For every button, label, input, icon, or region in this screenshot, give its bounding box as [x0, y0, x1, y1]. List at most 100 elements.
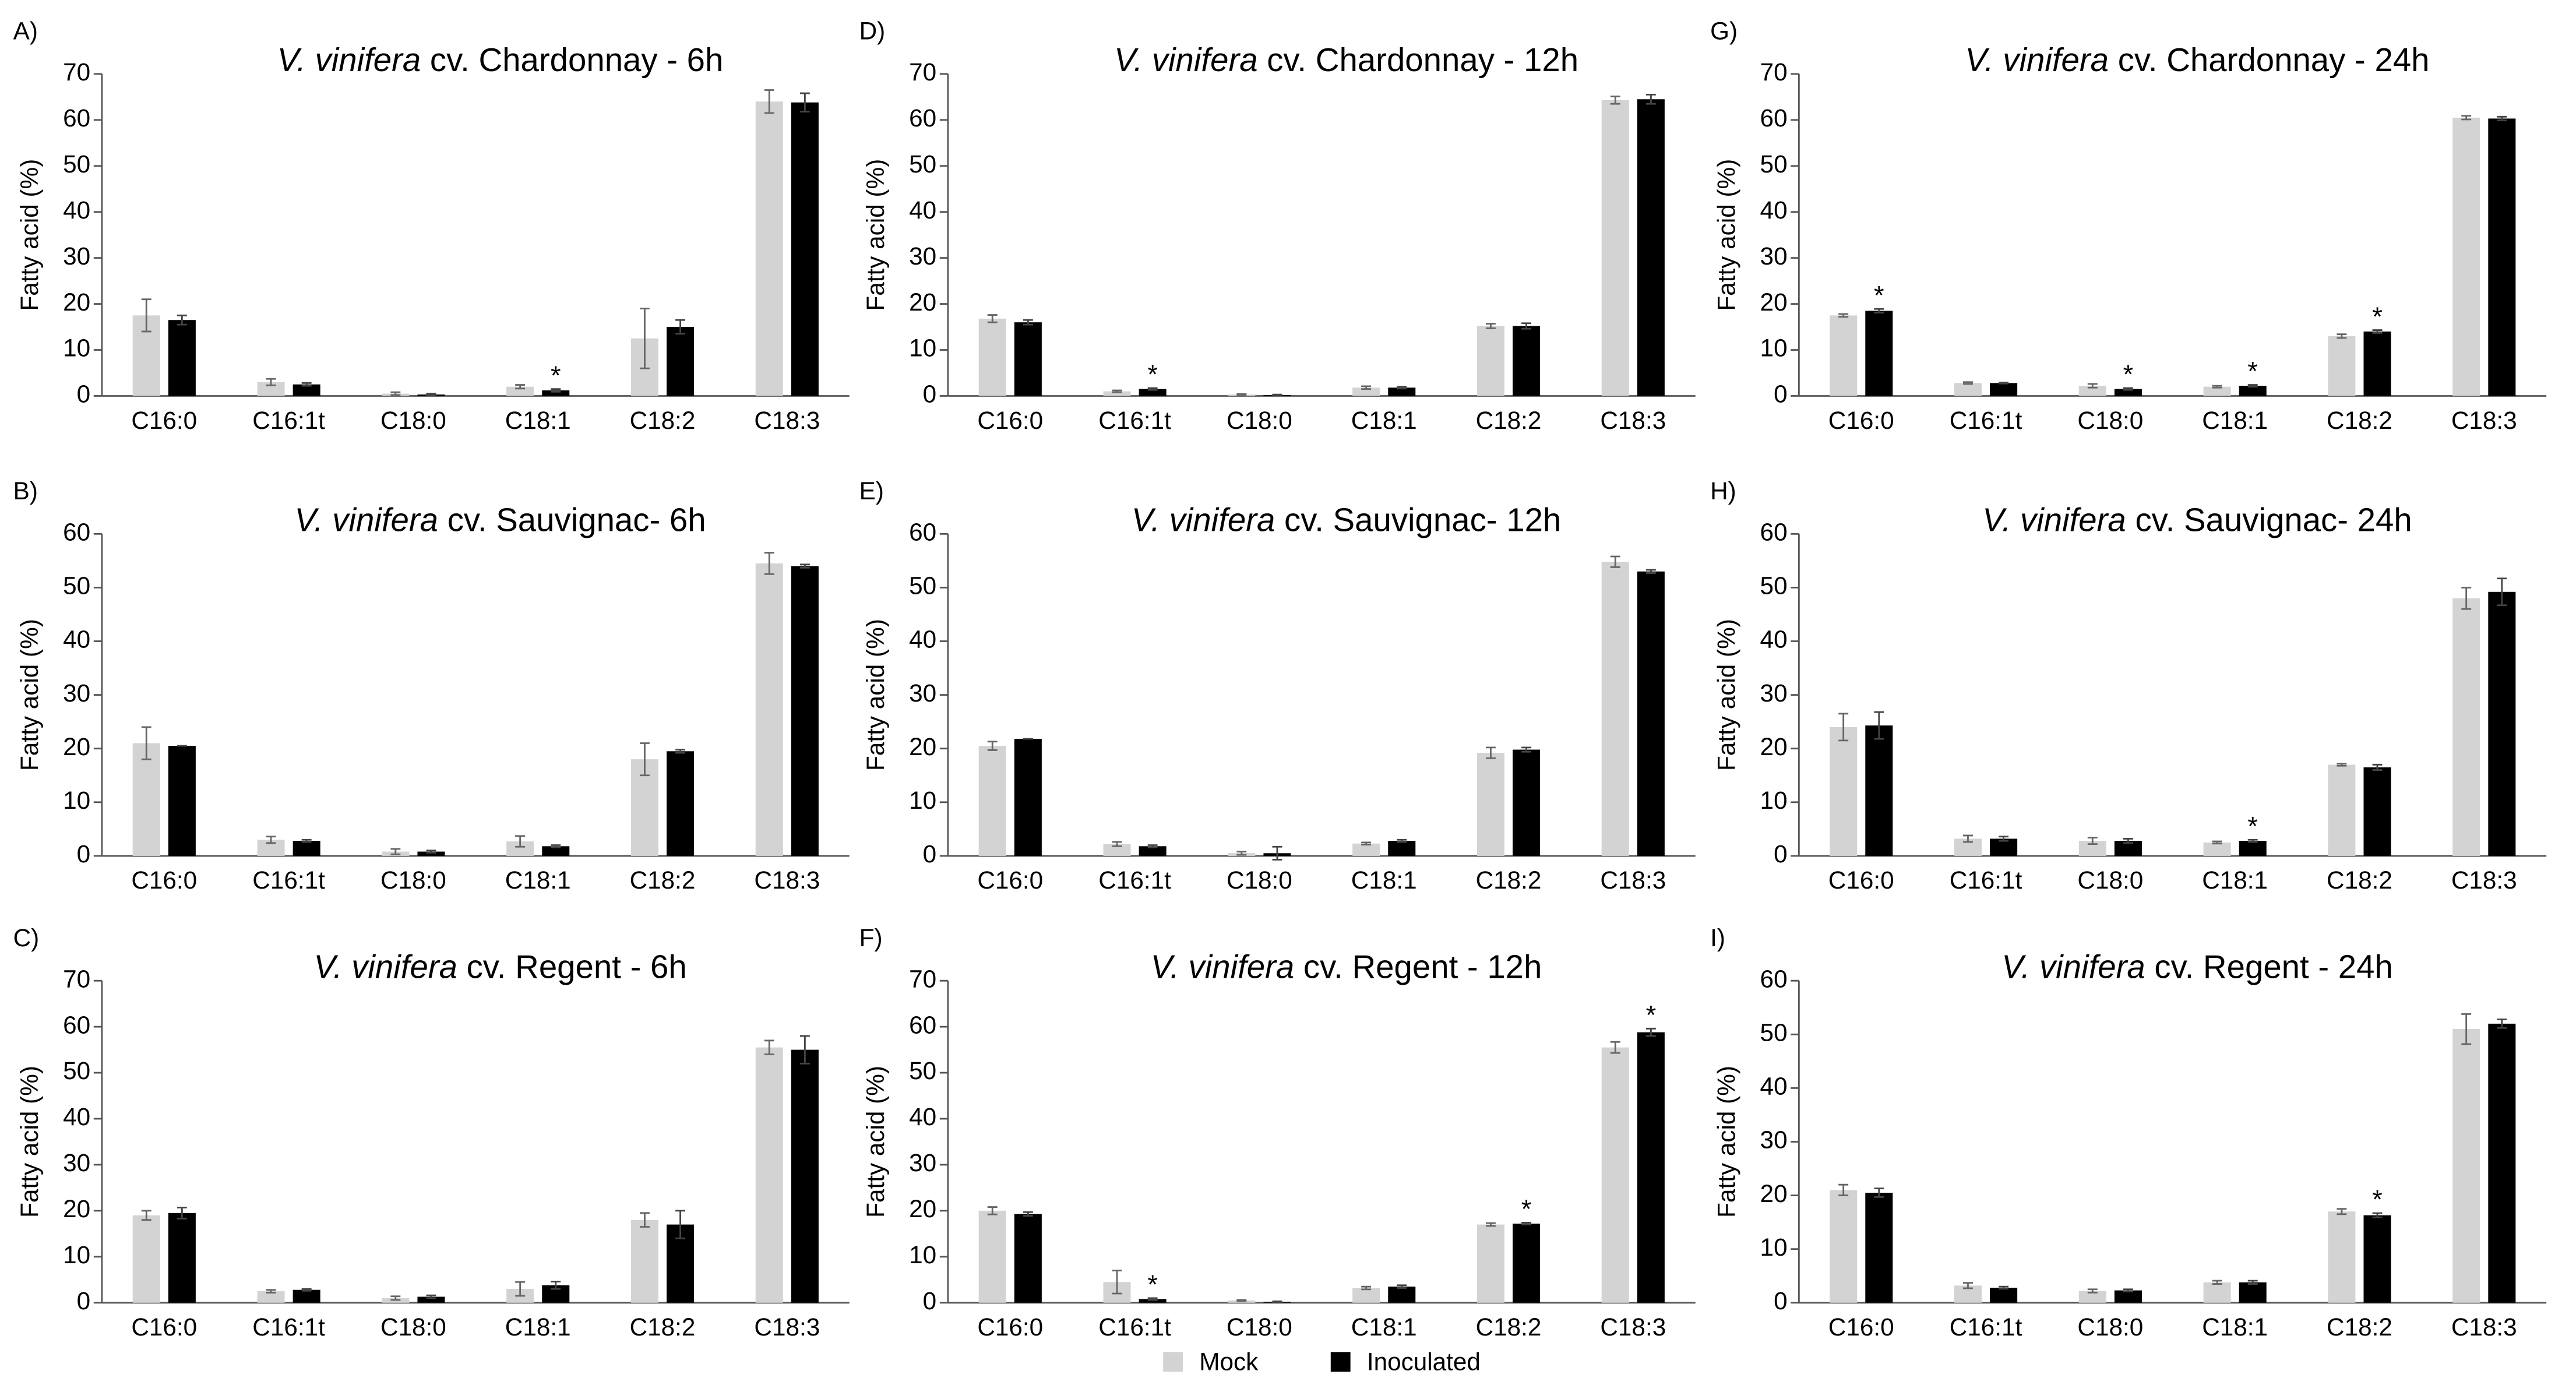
panel: A) V. vinifera cv. Chardonnay - 6h Fatty a…	[13, 17, 850, 434]
significance-mark: *	[1521, 1194, 1532, 1224]
legend-swatch	[1330, 1352, 1351, 1372]
x-tick-label: C18:1	[1351, 1313, 1417, 1341]
x-tick-label: C18:2	[2327, 407, 2392, 434]
bar	[1865, 311, 1893, 396]
y-tick-label: 60	[63, 1011, 90, 1038]
bar	[293, 1289, 320, 1303]
y-tick-label: 50	[1760, 1019, 1788, 1046]
bar	[2363, 1215, 2391, 1303]
y-tick-label: 30	[1760, 679, 1788, 707]
y-tick-label: 30	[63, 242, 90, 270]
y-tick-label: 50	[909, 1057, 936, 1084]
x-tick-label: C18:3	[1600, 1313, 1666, 1341]
bar	[2114, 1290, 2142, 1303]
bar	[2078, 1291, 2106, 1303]
significance-mark: *	[1147, 360, 1158, 389]
panel: I) V. vinifera cv. Regent - 24h Fatty acid…	[1710, 924, 2547, 1341]
bar	[2239, 841, 2267, 856]
x-tick-label: C18:2	[630, 866, 696, 894]
significance-mark: *	[2247, 357, 2258, 386]
y-tick-label: 50	[63, 1057, 90, 1084]
title-text: cv. Chardonnay - 24h	[2109, 41, 2429, 78]
bar	[1513, 1224, 1541, 1303]
y-tick-label: 20	[909, 733, 936, 760]
y-tick-label: 30	[1760, 1126, 1788, 1154]
bar	[1954, 383, 1982, 396]
bar	[755, 101, 783, 396]
panel: G) V. vinifera cv. Chardonnay - 24h Fatty …	[1710, 17, 2547, 434]
y-tick-label: 0	[77, 1287, 91, 1315]
bar	[1830, 315, 1858, 396]
y-tick-label: 30	[909, 242, 936, 270]
x-tick-label: C16:0	[131, 866, 197, 894]
bar	[1388, 1287, 1416, 1303]
y-tick-label: 40	[909, 1103, 936, 1130]
bar	[1352, 843, 1380, 856]
bar	[293, 384, 320, 396]
y-tick-label: 60	[1760, 965, 1788, 992]
title-species: V. vinifera	[1114, 41, 1257, 78]
bar	[417, 851, 445, 856]
x-tick-label: C18:3	[2451, 407, 2517, 434]
x-tick-label: C18:3	[2451, 1313, 2517, 1341]
y-tick-label: 50	[1760, 150, 1788, 178]
chart-title: V. vinifera cv. Chardonnay - 24h	[1965, 41, 2430, 78]
y-tick-label: 10	[909, 334, 936, 362]
title-text: cv. Sauvignac- 24h	[2126, 501, 2412, 538]
y-tick-label: 20	[1760, 288, 1788, 316]
x-tick-label: C16:0	[131, 1313, 197, 1341]
x-tick-label: C18:1	[505, 1313, 571, 1341]
y-tick-label: 30	[63, 1149, 90, 1176]
y-tick-label: 40	[1760, 1073, 1788, 1100]
x-tick-label: C16:1t	[252, 1313, 325, 1341]
bar	[2452, 117, 2480, 396]
y-tick-label: 20	[909, 288, 936, 316]
bar	[1601, 1047, 1629, 1303]
x-tick-label: C16:1t	[252, 407, 325, 434]
y-axis-label: Fatty acid (%)	[16, 619, 43, 771]
y-tick-label: 0	[1774, 840, 1788, 868]
bar	[1637, 1032, 1665, 1303]
x-tick-label: C18:3	[754, 866, 820, 894]
bar	[978, 1210, 1006, 1303]
bar	[978, 318, 1006, 396]
bar	[1476, 753, 1504, 856]
bar	[1476, 326, 1504, 396]
x-tick-label: C16:1t	[1098, 407, 1171, 434]
bar	[791, 102, 819, 396]
x-tick-label: C18:0	[2077, 866, 2143, 894]
panel: E) V. vinifera cv. Sauvignac- 12h Fatty ac…	[859, 477, 1696, 894]
y-tick-label: 20	[63, 733, 90, 760]
x-tick-label: C18:1	[1351, 866, 1417, 894]
y-tick-label: 50	[63, 572, 90, 600]
x-tick-label: C18:3	[1600, 407, 1666, 434]
x-tick-label: C16:0	[977, 407, 1043, 434]
x-tick-label: C18:2	[630, 1313, 696, 1341]
x-tick-label: C16:1t	[1098, 1313, 1171, 1341]
x-tick-label: C18:0	[1227, 1313, 1292, 1341]
bar	[132, 1215, 160, 1303]
y-tick-label: 60	[909, 518, 936, 545]
y-tick-label: 60	[1760, 518, 1788, 545]
chart-title: V. vinifera cv. Regent - 6h	[313, 948, 686, 985]
title-text: cv. Sauvignac- 12h	[1275, 501, 1561, 538]
panel-label: F)	[859, 924, 883, 952]
bar	[1830, 727, 1858, 856]
panel-label: B)	[13, 477, 38, 505]
x-tick-label: C18:0	[380, 1313, 446, 1341]
y-tick-label: 10	[63, 334, 90, 362]
x-tick-label: C18:3	[1600, 866, 1666, 894]
chart-title: V. vinifera cv. Regent - 24h	[2001, 948, 2393, 985]
y-tick-label: 40	[909, 196, 936, 224]
panel-label: I)	[1710, 924, 1725, 952]
title-text: cv. Sauvignac- 6h	[438, 501, 706, 538]
y-tick-label: 10	[1760, 334, 1788, 362]
x-tick-label: C16:0	[977, 866, 1043, 894]
title-species: V. vinifera	[1151, 948, 1294, 985]
bar	[1637, 99, 1665, 396]
x-tick-label: C18:2	[1476, 866, 1542, 894]
bar	[1014, 739, 1042, 856]
bar	[1103, 391, 1131, 396]
bar	[2114, 389, 2142, 396]
y-tick-label: 10	[63, 1241, 90, 1268]
